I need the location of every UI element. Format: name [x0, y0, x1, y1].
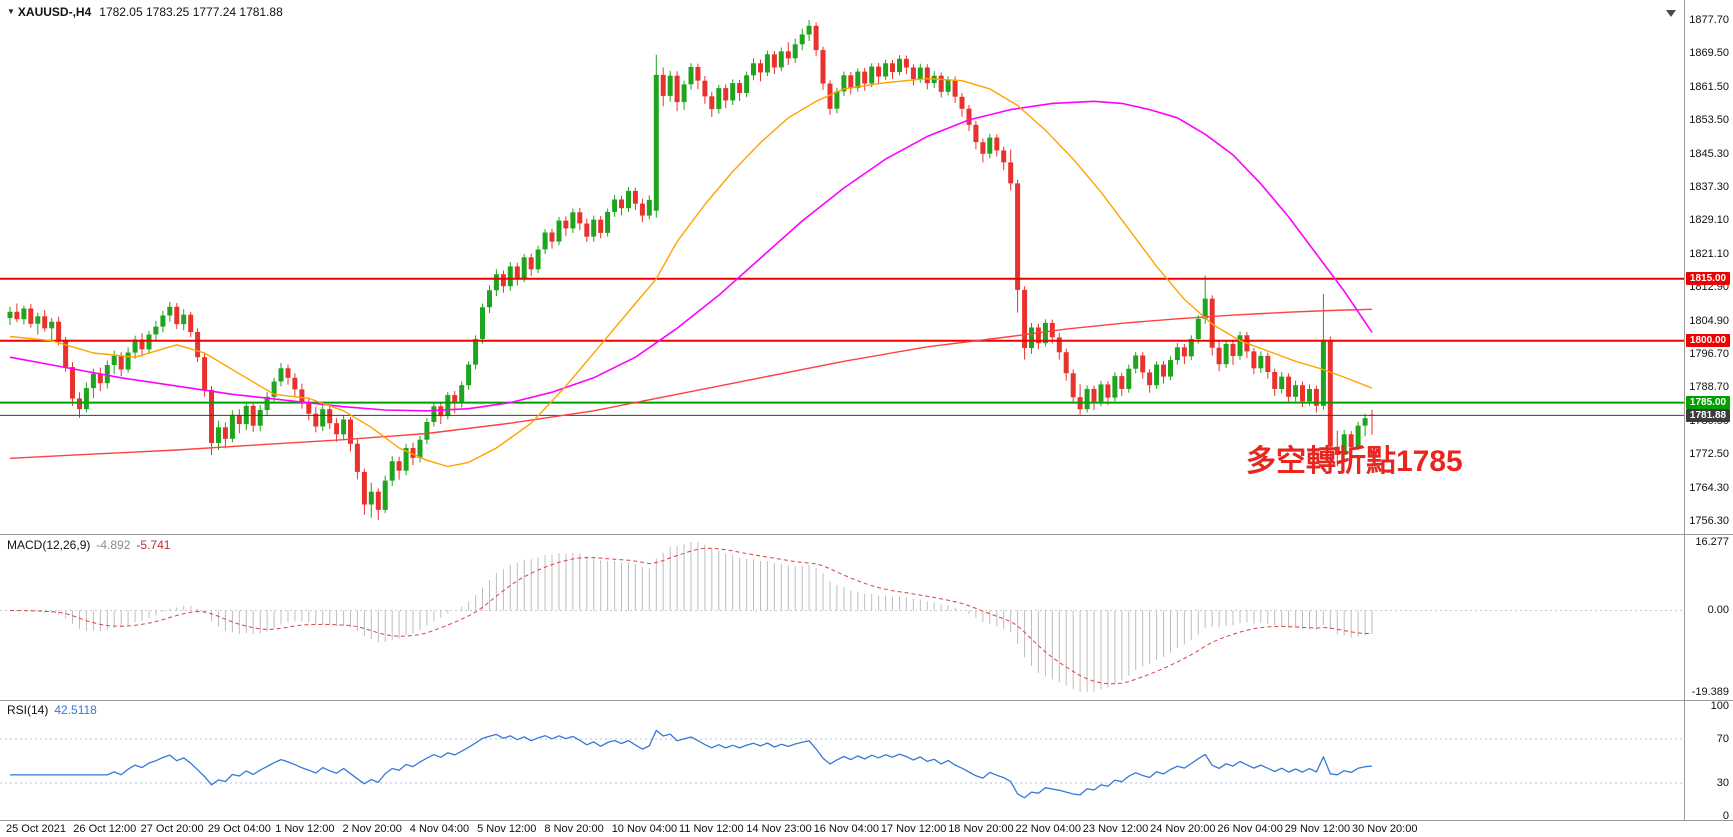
- time-axis-label: 1 Nov 12:00: [275, 823, 335, 835]
- macd-axis-label: 16.277: [1695, 536, 1729, 548]
- macd-main-value: -4.892: [96, 538, 131, 552]
- price-axis-label: 1877.70: [1689, 14, 1729, 26]
- price-axis-label: 1845.30: [1689, 147, 1729, 160]
- rsi-axis-label: 70: [1716, 733, 1729, 745]
- time-axis-label: 29 Nov 12:00: [1284, 823, 1351, 835]
- macd-axis-label: -19.389: [1691, 686, 1729, 698]
- price-axis-label: 1861.50: [1689, 80, 1729, 93]
- price-axis-label: 1829.10: [1689, 214, 1729, 227]
- rsi-panel-layer: [0, 729, 1684, 799]
- symbol-period-label: XAUUSD-,H4: [17, 5, 92, 19]
- panel-separator-time: [0, 820, 1733, 821]
- rsi-line: [10, 729, 1373, 799]
- panel-separator-macd: [0, 534, 1733, 535]
- price-level-label: 1815.00: [1686, 272, 1730, 286]
- price-axis-label: 1837.30: [1689, 181, 1729, 193]
- current-price-label: 1781.88: [1686, 408, 1730, 422]
- time-axis-label: 26 Nov 04:00: [1217, 823, 1283, 835]
- time-axis-label: 2 Nov 20:00: [342, 823, 402, 835]
- price-axis-label: 1853.50: [1689, 114, 1729, 127]
- time-axis-label: 14 Nov 23:00: [746, 823, 812, 835]
- time-axis-label: 4 Nov 04:00: [409, 823, 470, 835]
- price-axis-label: 1804.90: [1689, 314, 1729, 327]
- slow-ma-red: [9, 308, 1373, 459]
- time-axis-label: 27 Oct 20:00: [140, 823, 204, 835]
- annotation-text: 多空轉折點1785: [1246, 445, 1463, 478]
- price-axis-label: 1869.50: [1689, 47, 1729, 60]
- chart-shift-icon[interactable]: [1666, 10, 1676, 17]
- rsi-axis-label: 0: [1722, 810, 1729, 822]
- time-axis-label: 29 Oct 04:00: [207, 823, 271, 835]
- macd-indicator-header: MACD(12,26,9) -4.892 -5.741: [7, 538, 176, 552]
- time-axis-label: 24 Nov 20:00: [1150, 823, 1216, 835]
- rsi-axis-label: 30: [1716, 777, 1729, 789]
- time-axis-label: 18 Nov 20:00: [948, 823, 1014, 835]
- time-axis-label: 10 Nov 04:00: [611, 823, 678, 835]
- time-axis-label: 30 Nov 20:00: [1352, 823, 1418, 835]
- time-axis-label: 16 Nov 04:00: [813, 823, 880, 835]
- rsi-label: RSI(14): [7, 703, 49, 717]
- price-axis-label: 1796.70: [1689, 348, 1729, 360]
- price-level-label: 1785.00: [1686, 396, 1730, 410]
- price-level-label: 1800.00: [1686, 334, 1730, 348]
- rsi-axis-label: 100: [1710, 700, 1729, 712]
- price-axis-label: 1764.30: [1689, 481, 1729, 494]
- price-axis-label: 1821.10: [1689, 247, 1729, 260]
- price-axis-label: 1772.50: [1689, 448, 1729, 461]
- macd-signal-value: -5.741: [136, 538, 171, 552]
- price-axis-separator: [1684, 0, 1685, 820]
- level-lines-layer: [0, 277, 1684, 416]
- time-axis-label: 5 Nov 12:00: [477, 823, 537, 835]
- panel-separator-rsi: [0, 700, 1733, 701]
- fast-ma-orange: [9, 77, 1373, 468]
- time-axis-label: 17 Nov 12:00: [880, 823, 947, 835]
- price-axis-label: 1788.70: [1689, 381, 1729, 394]
- time-axis-label: 8 Nov 20:00: [544, 823, 604, 835]
- rsi-value: 42.5118: [54, 703, 97, 717]
- chart-header: ▼ XAUUSD-,H4 1782.05 1783.25 1777.24 1781.…: [7, 5, 283, 19]
- time-axis-label: 23 Nov 12:00: [1082, 823, 1149, 835]
- macd-panel-layer: [0, 542, 1684, 692]
- symbol-expand-icon[interactable]: ▼: [7, 7, 15, 16]
- moving-averages-layer: [9, 77, 1373, 468]
- rsi-indicator-header: RSI(14) 42.5118: [7, 703, 103, 717]
- time-axis-label: 26 Oct 12:00: [73, 823, 137, 835]
- macd-label: MACD(12,26,9): [7, 538, 91, 552]
- macd-signal-line: [9, 547, 1372, 685]
- ohlc-values: 1782.05 1783.25 1777.24 1781.88: [99, 5, 283, 19]
- time-axis-label: 11 Nov 12:00: [679, 823, 744, 835]
- time-axis-label: 22 Nov 04:00: [1015, 823, 1081, 835]
- price-axis-label: 1756.30: [1689, 515, 1729, 527]
- macd-axis-label: 0.00: [1707, 604, 1729, 617]
- time-axis-label: 25 Oct 2021: [6, 823, 66, 835]
